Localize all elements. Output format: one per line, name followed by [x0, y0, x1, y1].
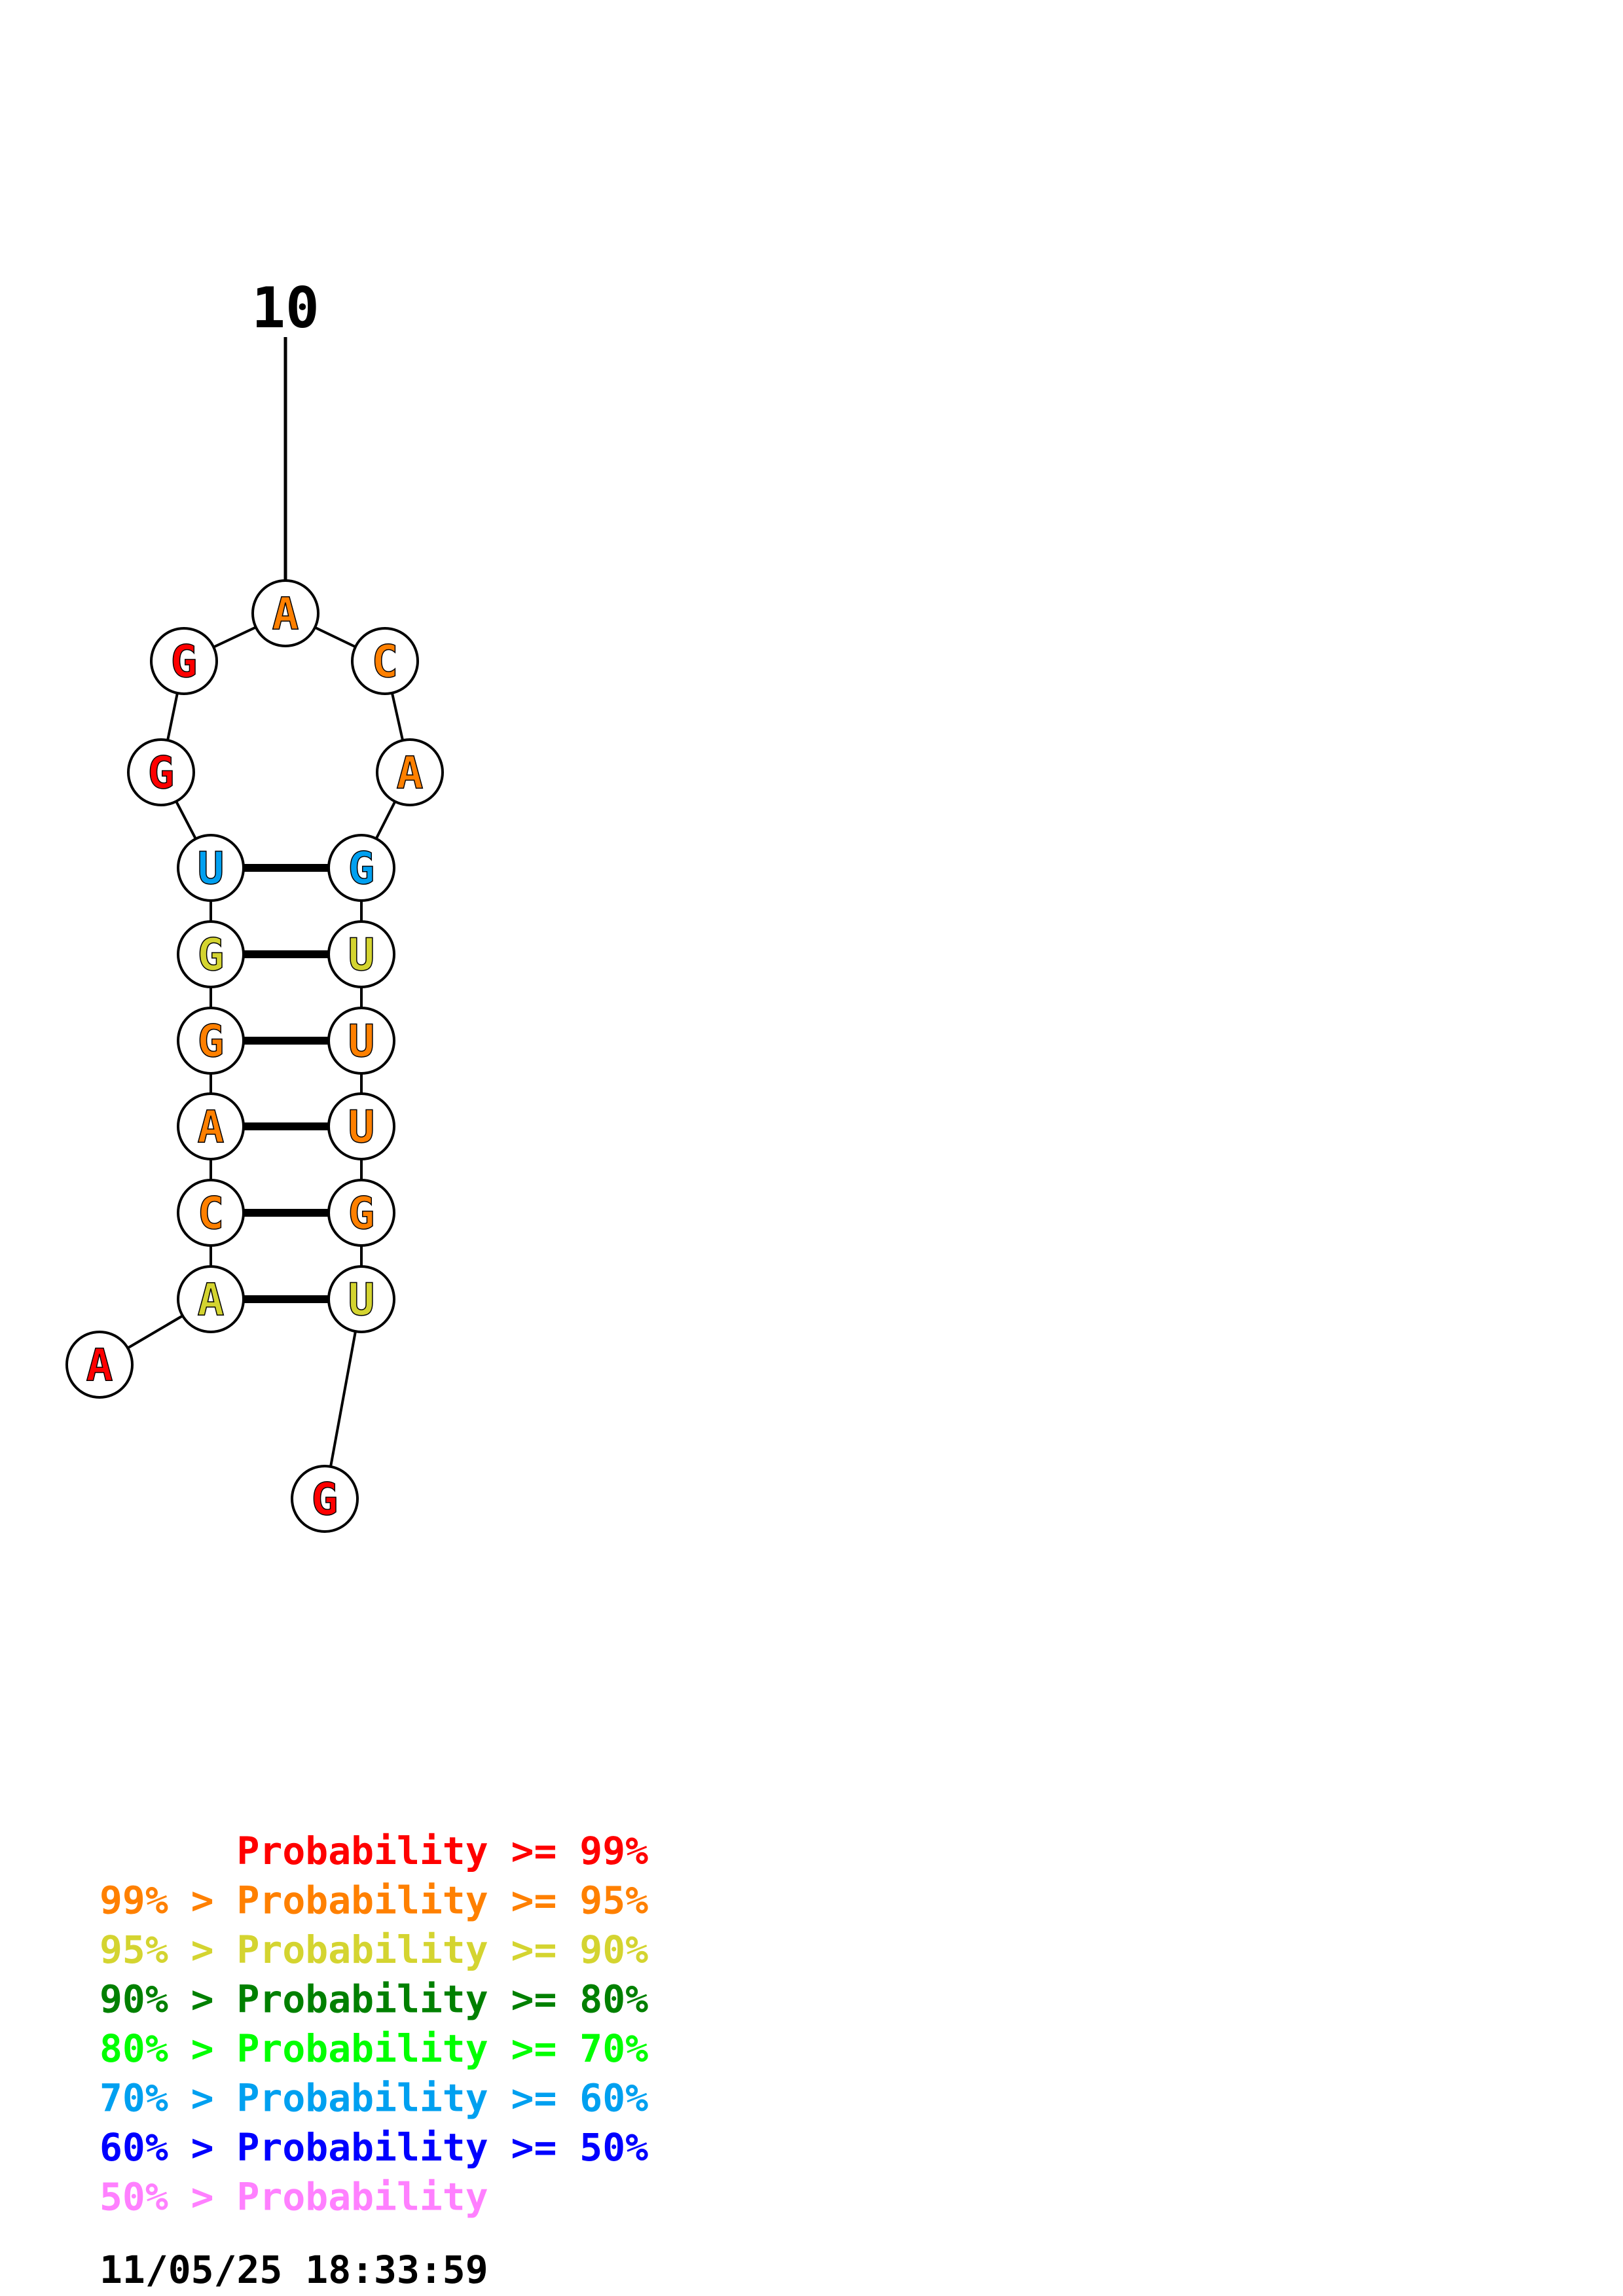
- nucleotide-letter: A: [198, 1274, 225, 1326]
- nucleotide: U: [327, 1265, 395, 1333]
- nucleotide-letter: G: [348, 843, 375, 895]
- nucleotide-letter: U: [348, 1016, 375, 1067]
- nucleotide-circle: [251, 579, 319, 647]
- nucleotide-letter: G: [148, 747, 175, 799]
- nucleotide-letter: G: [312, 1474, 338, 1526]
- nucleotide: G: [150, 627, 218, 695]
- nucleotide-circle: [177, 1007, 245, 1075]
- nucleotide: A: [251, 579, 319, 647]
- position-marker: 10: [251, 276, 319, 583]
- nucleotide-letter: U: [348, 929, 375, 981]
- nucleotide: U: [327, 1092, 395, 1160]
- legend-line: Probability >= 99%: [100, 1829, 648, 1873]
- nucleotide: C: [351, 627, 419, 695]
- nucleotide-circle: [177, 834, 245, 902]
- legend-line: 70% > Probability >= 60%: [100, 2076, 648, 2121]
- nucleotide: U: [327, 920, 395, 988]
- nucleotide-letter: A: [397, 747, 424, 799]
- nucleotide: G: [291, 1465, 359, 1533]
- nucleotide: C: [177, 1179, 245, 1247]
- nucleotide-letter: G: [198, 1016, 225, 1067]
- nucleotide: G: [177, 920, 245, 988]
- legend-line: 95% > Probability >= 90%: [100, 1928, 648, 1972]
- nucleotide-letter: A: [272, 588, 299, 640]
- nucleotide-letter: A: [198, 1102, 225, 1153]
- nucleotide-letter: C: [372, 636, 399, 688]
- nucleotide-letter: U: [348, 1102, 375, 1153]
- nucleotide: G: [327, 1179, 395, 1247]
- nucleotide-circle: [177, 1092, 245, 1160]
- nucleotide: A: [177, 1092, 245, 1160]
- nucleotide-circle: [327, 1007, 395, 1075]
- nucleotide-letter: G: [198, 929, 225, 981]
- nucleotide-circle: [327, 1092, 395, 1160]
- nucleotide-circle: [177, 920, 245, 988]
- nucleotide-letter: U: [198, 843, 225, 895]
- base-pair-bonds: [244, 864, 329, 1303]
- nucleotide-letter: U: [348, 1274, 375, 1326]
- legend-line: 50% > Probability: [100, 2175, 488, 2219]
- nucleotide-circle: [150, 627, 218, 695]
- legend-line: 80% > Probability >= 70%: [100, 2026, 648, 2071]
- nucleotide: A: [376, 738, 444, 806]
- timestamp: 11/05/25 18:33:59: [100, 2248, 488, 2292]
- nucleotide-circle: [177, 1265, 245, 1333]
- nucleotide: A: [65, 1331, 134, 1399]
- legend-line: 99% > Probability >= 95%: [100, 1878, 648, 1923]
- probability-legend: Probability >= 99% 99% > Probability >= 9…: [100, 1829, 648, 2219]
- nucleotide-circle: [127, 738, 195, 806]
- legend-line: 60% > Probability >= 50%: [100, 2125, 648, 2170]
- nucleotide-letter: C: [198, 1188, 225, 1240]
- nucleotide: G: [327, 834, 395, 902]
- nucleotide: U: [327, 1007, 395, 1075]
- nucleotide: U: [177, 834, 245, 902]
- nucleotide-circle: [65, 1331, 134, 1399]
- nucleotide: G: [177, 1007, 245, 1075]
- nucleotide-circle: [327, 1179, 395, 1247]
- nucleotide-circle: [376, 738, 444, 806]
- nucleotide-circle: [327, 1265, 395, 1333]
- legend-line: 90% > Probability >= 80%: [100, 1977, 648, 2022]
- nucleotide-circle: [327, 834, 395, 902]
- nucleotide-letter: G: [171, 636, 198, 688]
- nucleotide-circle: [291, 1465, 359, 1533]
- nucleotide: A: [177, 1265, 245, 1333]
- nucleotide-letter: G: [348, 1188, 375, 1240]
- position-number-label: 10: [251, 276, 319, 341]
- nucleotide-circle: [177, 1179, 245, 1247]
- nucleotide-circle: [327, 920, 395, 988]
- nucleotide-letter: A: [86, 1340, 113, 1391]
- nucleotide: G: [127, 738, 195, 806]
- nucleotide-circle: [351, 627, 419, 695]
